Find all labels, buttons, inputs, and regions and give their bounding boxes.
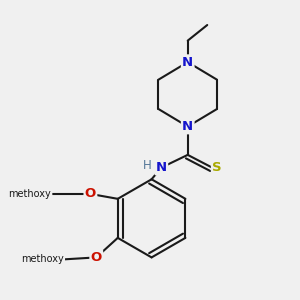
Text: S: S xyxy=(212,161,222,174)
Text: methoxy: methoxy xyxy=(9,189,51,199)
Text: N: N xyxy=(182,120,193,133)
Text: N: N xyxy=(182,56,193,69)
Text: O: O xyxy=(91,251,102,264)
Text: H: H xyxy=(143,159,152,172)
Text: O: O xyxy=(85,188,96,200)
Text: N: N xyxy=(156,161,167,174)
Text: methoxy: methoxy xyxy=(21,254,64,264)
